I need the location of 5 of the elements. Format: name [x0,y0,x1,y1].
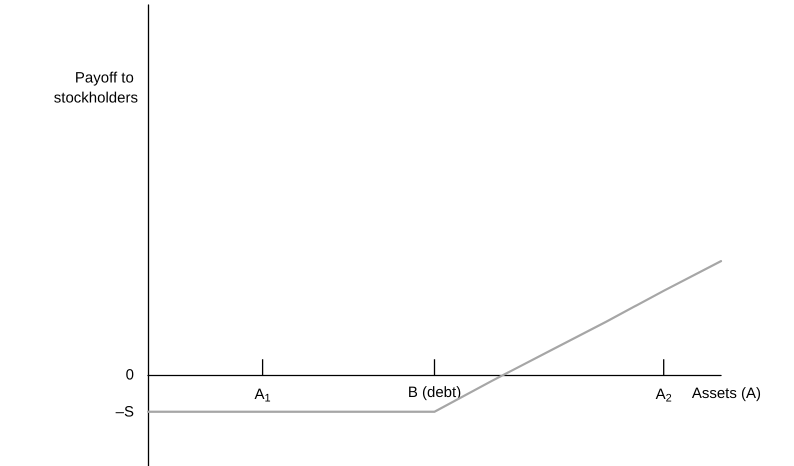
text: –S [116,403,134,420]
text: 0 [126,366,134,384]
text: Payoff to stockholders [54,70,138,106]
x-axis-title: Assets (A) [692,385,761,402]
x-tick-label: B (debt) [408,384,462,402]
